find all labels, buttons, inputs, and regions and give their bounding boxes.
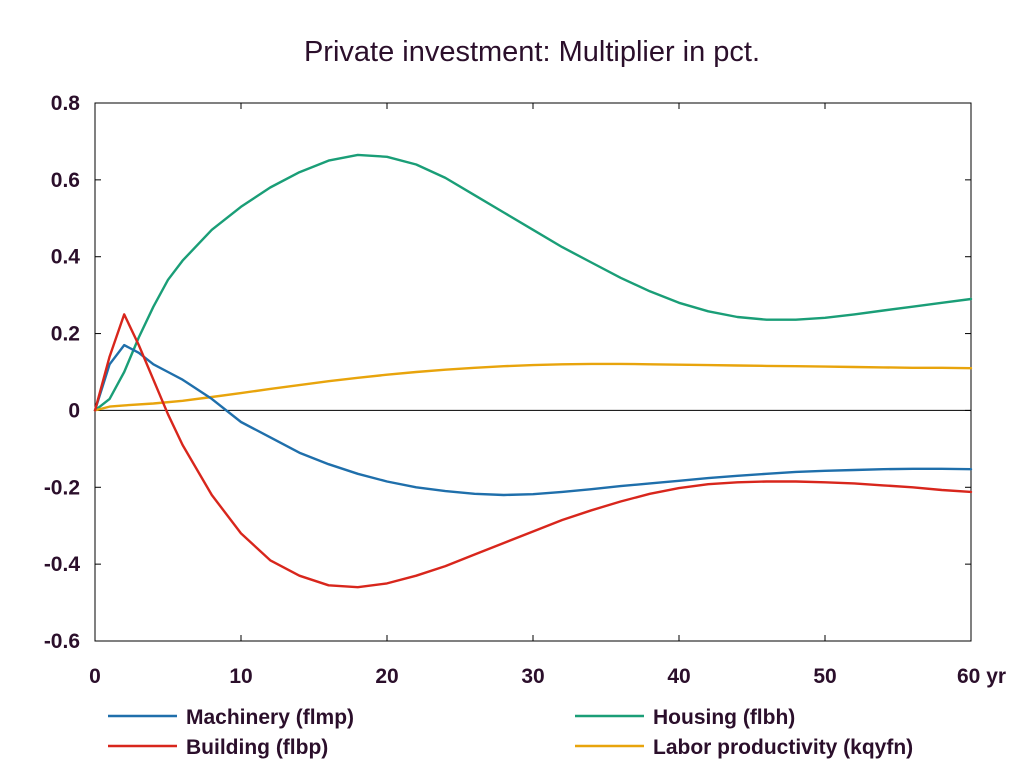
legend-label: Labor productivity (kqyfn) <box>653 736 913 759</box>
legend: Machinery (flmp) Building (flbp) Housing (… <box>108 706 913 759</box>
tick-labels: -0.6 -0.4 -0.2 0 0.2 0.4 0.6 0.8 0 10 20 30 40 50 60 y… <box>44 92 1006 688</box>
y-tick-label: -0.2 <box>44 476 80 499</box>
x-tick-label: 10 <box>229 665 252 688</box>
series-line-4 <box>93 362 973 412</box>
series-line-3 <box>93 153 973 412</box>
y-tick-label: 0.4 <box>51 246 81 269</box>
plot-frame <box>94 102 972 642</box>
y-tick-label: -0.6 <box>44 630 80 653</box>
x-tick-label: 60 yr <box>957 665 1006 688</box>
y-tick-label: -0.4 <box>44 553 81 576</box>
legend-item: Housing (flbh) <box>575 706 795 729</box>
legend-label: Machinery (flmp) <box>186 706 354 729</box>
x-tick-label: 0 <box>89 665 101 688</box>
x-tick-label: 20 <box>375 665 398 688</box>
legend-label: Building (flbp) <box>186 736 328 759</box>
y-tick-label: 0.8 <box>51 92 81 115</box>
series-lines <box>93 153 973 589</box>
y-tick-label: 0.6 <box>51 169 80 192</box>
y-tick-label: 0.2 <box>51 323 80 346</box>
x-tick-label: 30 <box>521 665 544 688</box>
x-tick-label: 50 <box>813 665 836 688</box>
axes <box>94 102 972 642</box>
x-tick-label: 40 <box>667 665 690 688</box>
chart-title: Private investment: Multiplier in pct. <box>304 36 760 68</box>
legend-label: Housing (flbh) <box>653 706 795 729</box>
series-line-2 <box>93 313 973 589</box>
series-line-1 <box>93 343 973 497</box>
legend-item: Machinery (flmp) <box>108 706 354 729</box>
legend-item: Building (flbp) <box>108 736 328 759</box>
y-tick-label: 0 <box>68 399 80 422</box>
legend-item: Labor productivity (kqyfn) <box>575 736 913 759</box>
